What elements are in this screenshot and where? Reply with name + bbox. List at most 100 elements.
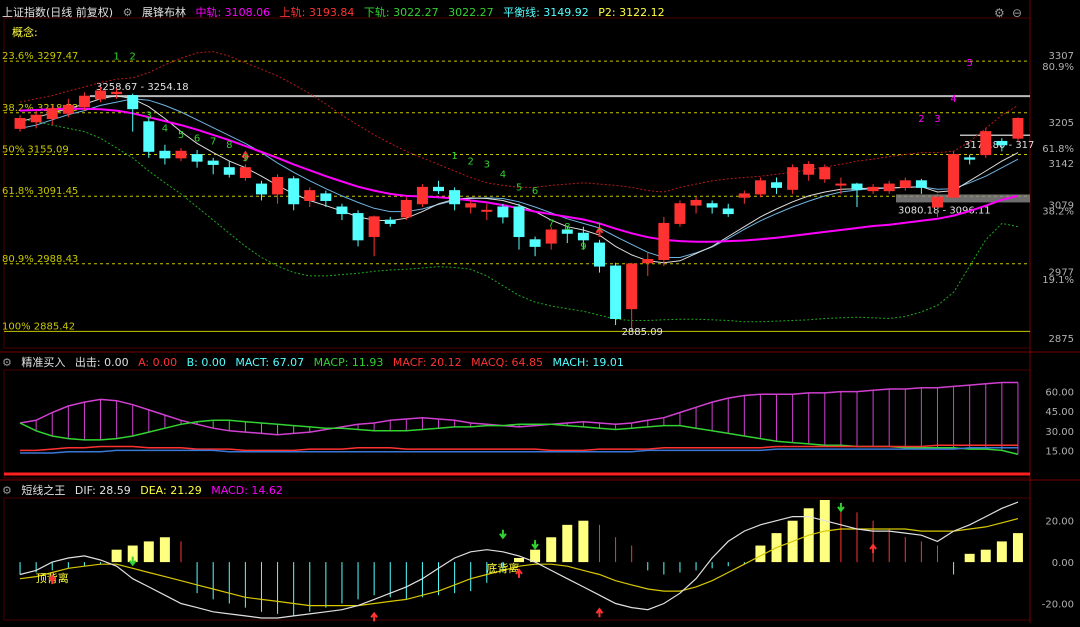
candle-body bbox=[175, 150, 187, 159]
counter-label: 2 bbox=[918, 114, 924, 125]
pct-tick-label: 61.8% bbox=[1042, 144, 1074, 155]
zone-label: 3080.18 - 3096.11 bbox=[898, 205, 991, 216]
candle-body bbox=[1012, 118, 1024, 139]
settings-icon[interactable]: ⚙ bbox=[994, 6, 1005, 20]
down-arrow-icon bbox=[499, 529, 507, 540]
close-icon[interactable]: ⊖ bbox=[1012, 6, 1023, 20]
candle-body bbox=[78, 95, 90, 108]
main-header: 上证指数(日线 前复权) ⚙ 展锋布林 中轨: 3108.06 上轨: 3193… bbox=[2, 4, 671, 22]
candle-body bbox=[610, 265, 622, 319]
extra-value: 3022.27 bbox=[448, 6, 494, 19]
counter-label: 1 bbox=[596, 222, 602, 233]
up-arrow-icon bbox=[241, 150, 250, 162]
candle-body bbox=[674, 203, 686, 224]
pct-tick-label: 80.9% bbox=[1042, 62, 1074, 73]
candle-body bbox=[30, 114, 42, 123]
y-tick-label: 3307 bbox=[1049, 51, 1074, 62]
sub1-blue-line bbox=[20, 447, 1018, 454]
candle-body bbox=[771, 182, 783, 188]
sub1-name[interactable]: 精准买入 bbox=[21, 356, 66, 369]
y-tick-label: 20.00 bbox=[1045, 517, 1074, 528]
sub2-name[interactable]: 短线之王 bbox=[21, 484, 66, 497]
gear-icon[interactable]: ⚙ bbox=[122, 6, 133, 19]
candle-body bbox=[819, 167, 831, 180]
gear-icon[interactable]: ⚙ bbox=[2, 356, 12, 369]
counter-label: 4 bbox=[950, 94, 956, 105]
y-tick-label: 60.00 bbox=[1045, 388, 1074, 399]
dif-label: DIF: 28.59 bbox=[74, 484, 131, 497]
candle-body bbox=[642, 258, 654, 264]
counter-label: 3 bbox=[146, 111, 152, 122]
macd-bar bbox=[980, 549, 991, 563]
candle-body bbox=[690, 199, 702, 206]
candle-body bbox=[803, 163, 815, 175]
support-zone-box bbox=[896, 194, 1030, 203]
macd-label: MACD: 14.62 bbox=[211, 484, 283, 497]
up-arrow-icon bbox=[48, 574, 57, 585]
counter-label: 4 bbox=[162, 124, 168, 135]
up-arrow-icon bbox=[869, 543, 877, 554]
candle-body bbox=[46, 108, 58, 120]
macd-bar bbox=[159, 537, 170, 563]
concept-label: 概念: bbox=[12, 26, 38, 39]
candle-body bbox=[95, 90, 107, 100]
counter-label: 9 bbox=[580, 242, 586, 253]
candle-body bbox=[320, 193, 332, 201]
counter-label: 2 bbox=[468, 156, 474, 167]
counter-label: 5 bbox=[516, 183, 522, 194]
macd-bar bbox=[127, 545, 138, 563]
candle-body bbox=[722, 208, 734, 215]
fib-level-label: 100% 2885.42 bbox=[2, 321, 75, 332]
down-arrow-icon bbox=[837, 502, 845, 513]
candle-body bbox=[272, 177, 284, 195]
macf-label: MACF: 20.12 bbox=[392, 356, 462, 369]
ma-lightblue-line bbox=[19, 98, 1019, 258]
candle-body bbox=[159, 150, 171, 159]
candle-body bbox=[931, 196, 943, 208]
gear-icon[interactable]: ⚙ bbox=[2, 484, 12, 497]
index-name[interactable]: 上证指数(日线 前复权) bbox=[2, 6, 114, 19]
counter-label: 2 bbox=[130, 52, 136, 63]
candle-body bbox=[561, 229, 573, 234]
candle-body bbox=[288, 178, 300, 205]
candle-body bbox=[223, 167, 235, 175]
low-price-label: 2885.09 bbox=[622, 327, 663, 338]
macd-bar bbox=[546, 537, 557, 563]
candle-body bbox=[996, 140, 1008, 146]
counter-label: 3 bbox=[934, 114, 940, 125]
candle-body bbox=[400, 199, 412, 218]
candle-body bbox=[239, 167, 251, 179]
candle-body bbox=[626, 263, 638, 310]
candle-body bbox=[883, 183, 895, 192]
macd-bar bbox=[996, 541, 1007, 563]
dif-line bbox=[19, 501, 1019, 619]
candle-body bbox=[529, 239, 541, 247]
candle-body bbox=[143, 121, 155, 152]
counter-label: 7 bbox=[548, 219, 554, 230]
indicator-name[interactable]: 展锋布林 bbox=[141, 6, 186, 19]
macq-label: MACQ: 64.85 bbox=[471, 356, 543, 369]
counter-label: 6 bbox=[532, 186, 538, 197]
candle-body bbox=[433, 186, 445, 192]
down-arrow-icon bbox=[128, 556, 137, 567]
candle-body bbox=[416, 186, 428, 205]
candle-body bbox=[593, 242, 605, 267]
fib-level-label: 61.8% 3091.45 bbox=[2, 186, 78, 197]
macd-bar bbox=[562, 524, 573, 563]
y-tick-label: 3079 bbox=[1049, 200, 1074, 211]
up-arrow-icon bbox=[595, 607, 604, 618]
candle-body bbox=[336, 206, 348, 215]
candle-body bbox=[835, 183, 847, 186]
candle-body bbox=[255, 183, 267, 195]
counter-label: 7 bbox=[210, 137, 216, 148]
balance-line-label: 平衡线: 3149.92 bbox=[503, 6, 589, 19]
b-label: B: 0.00 bbox=[186, 356, 226, 369]
candle-body bbox=[545, 229, 557, 244]
y-tick-label: 2875 bbox=[1049, 334, 1074, 345]
y-tick-label: 3142 bbox=[1049, 159, 1074, 170]
candle-body bbox=[352, 213, 364, 241]
candle-body bbox=[980, 131, 992, 156]
counter-label: 5 bbox=[178, 130, 184, 141]
